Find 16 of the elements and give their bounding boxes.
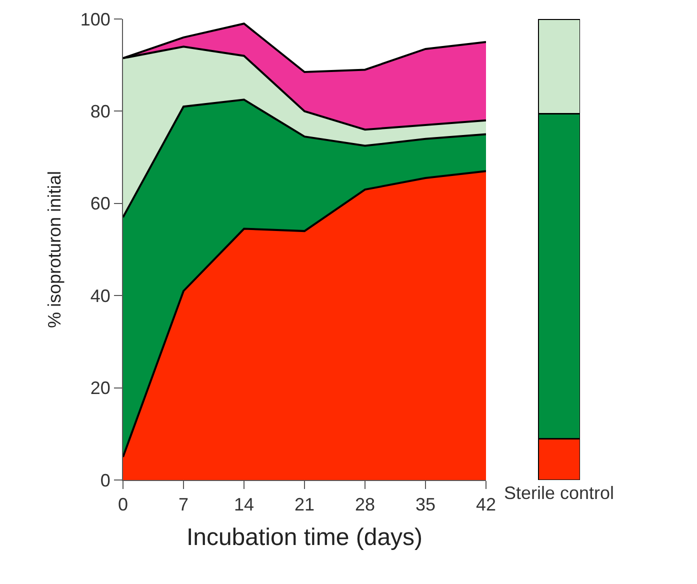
y-tick-label: 80 <box>90 102 110 122</box>
x-tick-label: 14 <box>234 494 254 515</box>
y-tick-label: 100 <box>80 9 110 30</box>
x-tick-label: 21 <box>294 494 315 515</box>
x-axis-title: Incubation time (days) <box>186 524 423 551</box>
y-tick-label: 60 <box>90 194 110 214</box>
x-tick-label: 7 <box>178 494 189 515</box>
x-tick-label: 35 <box>415 494 436 515</box>
y-tick-label: 20 <box>90 378 110 398</box>
x-tick-label: 28 <box>354 494 376 515</box>
y-tick-label: 0 <box>100 470 110 490</box>
x-tick-label: 42 <box>476 494 496 515</box>
y-axis-title: % isoproturon initial <box>44 170 65 328</box>
y-tick-label: 40 <box>90 286 110 306</box>
x-tick-label: Sterile control <box>504 483 614 503</box>
x-tick-label: 0 <box>118 494 128 515</box>
